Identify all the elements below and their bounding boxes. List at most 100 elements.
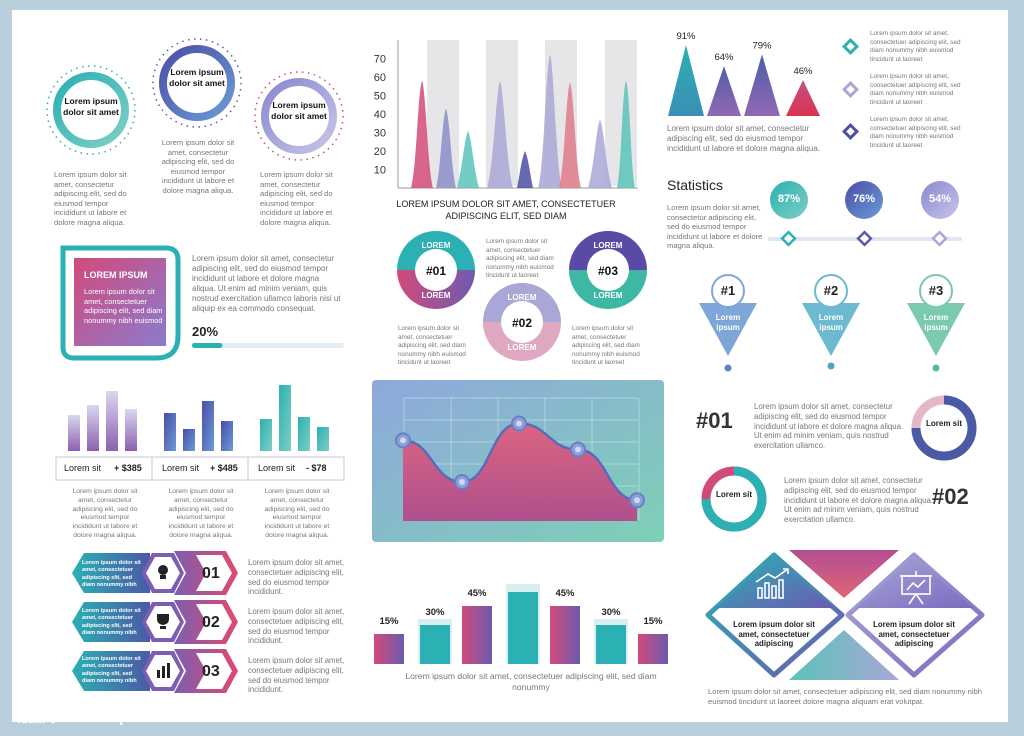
circle-group-3 — [254, 71, 344, 161]
progress-bar — [192, 343, 344, 348]
progress-label: 20% — [192, 324, 219, 339]
donut-2-label: Lorem sit — [715, 490, 752, 499]
pin-markers — [699, 274, 965, 372]
summary-bar-3-1 — [260, 419, 272, 451]
circle-group-1 — [46, 65, 136, 155]
triangle-bar-label-3: 79% — [752, 40, 772, 51]
pct-bar-label-2: 30% — [425, 607, 445, 618]
pct-bar-4 — [508, 592, 538, 664]
card-text: Lorem ipsum dolor sit amet, consectetuer… — [84, 287, 163, 325]
hex-step-3-text: Lorem ipsum dolor sit amet, consectetuer… — [82, 656, 141, 685]
summary-bar-3-3 — [298, 417, 310, 451]
growth-chart-icon — [755, 568, 789, 599]
pie-3-bottom-label: LOREM — [593, 291, 623, 300]
pin-3-number: #3 — [928, 283, 944, 298]
summary-bar-1-4 — [125, 409, 137, 451]
pie-2-center — [501, 301, 543, 343]
bar-chart-icon-bar — [167, 663, 170, 678]
diamond-right-text: Lorem ipsum dolor sit amet, consectetuer… — [873, 620, 955, 649]
triangle-legend-bullets — [842, 38, 859, 140]
peak-5 — [517, 151, 533, 188]
pie-charts — [397, 231, 647, 361]
summary-bar-2-3 — [202, 401, 214, 451]
hex-step-2-text: Lorem ipsum dolor sit amet, consectetuer… — [82, 608, 141, 637]
pin-2-number: #2 — [823, 283, 839, 298]
pie-legend-2: Lorem ipsum dolor sit amet, consectetuer… — [398, 325, 466, 367]
bar-chart-icon — [157, 670, 160, 678]
peak-8 — [588, 119, 612, 188]
pct-bar-3 — [462, 606, 492, 664]
diamond-left-text: Lorem ipsum dolor sit amet, consectetuer… — [733, 620, 815, 649]
percentage-chart-caption: Lorem ipsum dolor sit amet, consectetuer… — [405, 671, 657, 692]
pie-2-bottom-label: LOREM — [507, 343, 537, 352]
pin-3 — [907, 274, 965, 372]
peak-chart-caption: LOREM IPSUM DOLOR SIT AMET, CONSECTETUER… — [396, 199, 616, 221]
diamond-infographic — [705, 550, 985, 680]
hex-step-1-desc: Lorem ipsum dolor sit amet, consectetuer… — [248, 558, 345, 597]
trophy-icon-base — [160, 626, 166, 629]
y-tick-label: 30 — [374, 128, 386, 140]
donut-1 — [911, 395, 977, 461]
trophy-icon — [157, 614, 169, 625]
hex-step-3-number: 03 — [202, 663, 220, 680]
bar-chart-icon-bar — [162, 666, 165, 678]
pin-3-label: Lorem ipsum — [923, 313, 949, 332]
triangle-legend-2: Lorem ipsum dolor sit amet, consectetuer… — [870, 73, 961, 106]
triangle-bar-3 — [744, 54, 780, 116]
peak-2 — [436, 108, 456, 188]
pie-2-number: #02 — [511, 316, 533, 330]
hex-step-1-number-inner — [196, 555, 232, 591]
area-chart — [372, 380, 664, 542]
pie-2-top-label: LOREM — [507, 293, 537, 302]
statistics-value-1: 87% — [777, 193, 801, 205]
y-tick-label: 70 — [374, 54, 386, 66]
triangle-legend-1: Lorem ipsum dolor sit amet, consectetuer… — [870, 30, 961, 63]
pie-1-number: #01 — [425, 264, 447, 278]
summary-table-frame — [55, 456, 345, 481]
summary-bar-2-4 — [221, 421, 233, 451]
pin-1-label: Lorem ipsum — [715, 313, 741, 332]
hex-step-2-text-bg — [72, 602, 150, 642]
pin-2-label: Lorem ipsum — [818, 313, 844, 332]
peak-7 — [559, 82, 581, 188]
peak-chart-series — [411, 54, 635, 188]
circle-desc-1: Lorem ipsum dolor sit amet, consectetur … — [54, 170, 127, 227]
summary-bar-1-1 — [68, 415, 80, 451]
watermark-right: ID:32964402 NO:20220420201838636120 — [788, 710, 1002, 721]
hex-step-1-number: 01 — [202, 565, 220, 582]
area-point-inner-2 — [459, 479, 465, 485]
summary-bar-3-2 — [279, 385, 291, 451]
peak-6 — [538, 54, 562, 188]
area-chart-points — [395, 415, 645, 509]
circle-ring-1 — [53, 72, 129, 148]
hex-step-3-desc: Lorem ipsum dolor sit amet, consectetuer… — [248, 656, 345, 695]
summary-bar-1-2 — [87, 405, 99, 451]
pie-1-center — [415, 249, 457, 291]
donut-item-2-number: #02 — [932, 484, 969, 509]
donut-2 — [701, 466, 767, 532]
summary-label-1: Lorem sit — [64, 463, 102, 473]
hex-steps — [72, 551, 238, 693]
triangle-chart: 91% 64% 79% 46% — [668, 31, 820, 116]
pie-3-top-label: LOREM — [593, 241, 623, 250]
triangle-bar-label-4: 46% — [793, 66, 813, 77]
donut-item-1-number: #01 — [696, 408, 733, 433]
area-point-inner-4 — [575, 446, 581, 453]
pin-2 — [802, 274, 860, 370]
circle-label-2: Lorem ipsum dolor sit amet — [169, 67, 225, 88]
pie-3-center — [587, 249, 629, 291]
diamond-caption: Lorem ipsum dolor sit amet, consectetuer… — [708, 687, 982, 706]
summary-bar-1-3 — [106, 391, 118, 451]
hex-step-2-desc: Lorem ipsum dolor sit amet, consectetuer… — [248, 607, 345, 646]
percentage-bar-chart: 15% 30% 45% 45% 30% 15% — [374, 584, 668, 664]
summary-bar-charts — [68, 385, 329, 451]
card-description: Lorem ipsum dolor sit amet, consectetur … — [192, 254, 341, 313]
lightbulb-icon — [158, 565, 168, 575]
pct-bar-label-5: 45% — [555, 588, 575, 599]
summary-bar-2-1 — [164, 413, 176, 451]
summary-desc-3: Lorem ipsum dolor sit amet, consectetur … — [264, 488, 330, 539]
triangle-bar-label-2: 64% — [714, 52, 734, 63]
circle-ring-2 — [159, 45, 235, 121]
peak-4 — [487, 80, 513, 188]
area-point-inner-1 — [400, 437, 406, 444]
